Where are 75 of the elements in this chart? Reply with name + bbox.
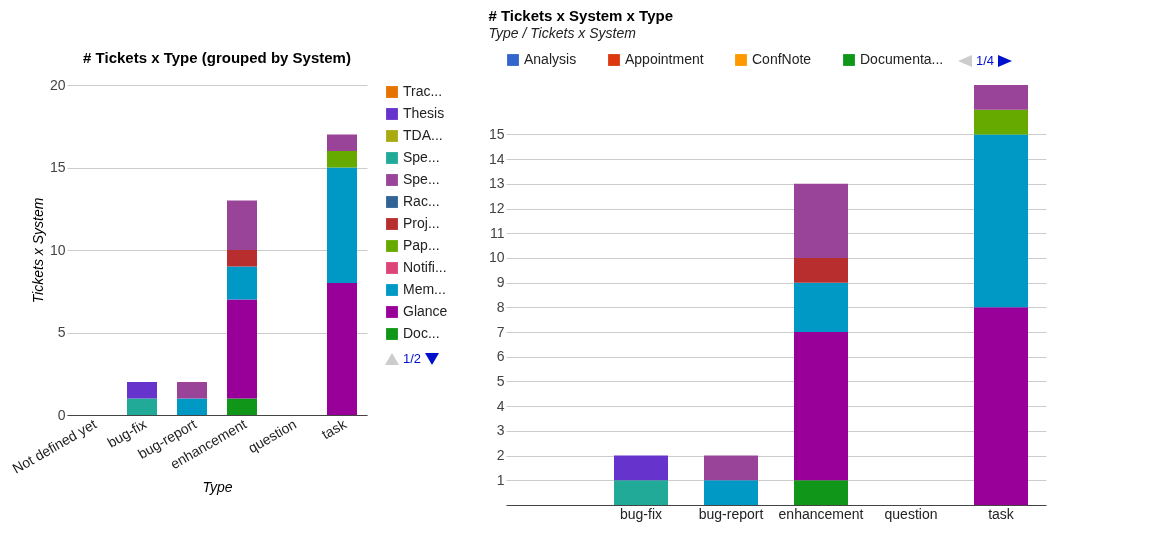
legend-label: Notifi... <box>403 259 447 275</box>
bar <box>794 480 848 505</box>
bar <box>127 398 157 415</box>
legend-label: Trac... <box>403 83 443 99</box>
chart-title: # Tickets x System x Type <box>488 7 673 24</box>
y-tick-label: 9 <box>496 274 505 291</box>
bar <box>974 109 1028 135</box>
y-tick-label: 3 <box>496 422 505 439</box>
bar <box>974 134 1028 308</box>
legend-label: Glance <box>403 303 448 319</box>
legend-label: Mem... <box>403 281 446 297</box>
bar <box>704 455 758 481</box>
legend-label: Doc... <box>403 325 440 341</box>
y-tick-label: 6 <box>496 348 505 365</box>
bar <box>227 299 257 399</box>
y-tick-label: 15 <box>49 159 66 175</box>
y-tick-label: 1 <box>496 471 505 488</box>
y-axis-title: Tickets x System <box>29 197 46 304</box>
bar <box>794 332 848 481</box>
bar <box>227 250 257 267</box>
bar <box>794 257 848 283</box>
legend-label: Documenta... <box>860 51 944 67</box>
y-tick-label: 12 <box>488 200 505 217</box>
bar <box>227 398 257 415</box>
x-tick-label: bug-fix <box>619 505 663 522</box>
legend-label: Spe... <box>403 149 440 165</box>
chart-title: # Tickets x Type (grouped by System) <box>83 49 351 66</box>
bar <box>704 480 758 505</box>
y-tick-label: 0 <box>57 406 66 423</box>
text: 1/4 <box>976 53 995 68</box>
bar <box>127 382 157 399</box>
y-tick-label: 4 <box>496 397 505 414</box>
bar <box>327 167 357 283</box>
bar <box>227 200 257 250</box>
bar <box>177 398 207 415</box>
legend-label: Appointment <box>625 51 704 67</box>
y-tick-label: 8 <box>496 298 505 315</box>
bar <box>614 480 668 505</box>
legend-label: Rac... <box>403 193 440 209</box>
bar <box>794 183 848 258</box>
y-tick-label: 20 <box>49 76 66 93</box>
y-tick-label: 14 <box>488 150 505 167</box>
y-tick-label: 5 <box>496 372 505 389</box>
y-tick-label: 15 <box>488 125 505 142</box>
legend-label: ConfNote <box>752 51 812 67</box>
x-axis-title: Type <box>202 478 233 495</box>
legend-label: Thesis <box>403 105 445 121</box>
y-tick-label: 10 <box>49 241 66 258</box>
x-tick-label: bug-report <box>698 505 764 522</box>
legend-label: TDA... <box>403 127 443 143</box>
text: 1/2 <box>403 351 422 366</box>
bar <box>327 151 357 168</box>
bar <box>177 382 207 399</box>
y-tick-label: 13 <box>488 175 505 192</box>
y-tick-label: 5 <box>57 324 66 340</box>
bar <box>794 282 848 333</box>
bar <box>227 266 257 300</box>
x-tick-label: question <box>884 505 938 522</box>
x-tick-label: task <box>318 415 350 443</box>
y-tick-label: 10 <box>488 249 505 266</box>
legend-label: Proj... <box>403 215 440 231</box>
legend-label: Spe... <box>403 171 440 187</box>
x-tick-label: enhancement <box>778 505 864 522</box>
bar <box>974 307 1028 505</box>
y-tick-label: 7 <box>496 323 505 340</box>
chart-subtitle: Type / Tickets x System <box>488 25 637 41</box>
bar <box>614 455 668 481</box>
legend-label: Analysis <box>524 51 577 67</box>
x-tick-label: task <box>988 505 1015 522</box>
y-tick-label: 11 <box>489 224 505 241</box>
legend-label: Pap... <box>403 237 440 253</box>
y-tick-label: 2 <box>496 447 505 464</box>
bar <box>327 134 357 151</box>
bar <box>327 283 357 415</box>
bar <box>974 85 1028 110</box>
